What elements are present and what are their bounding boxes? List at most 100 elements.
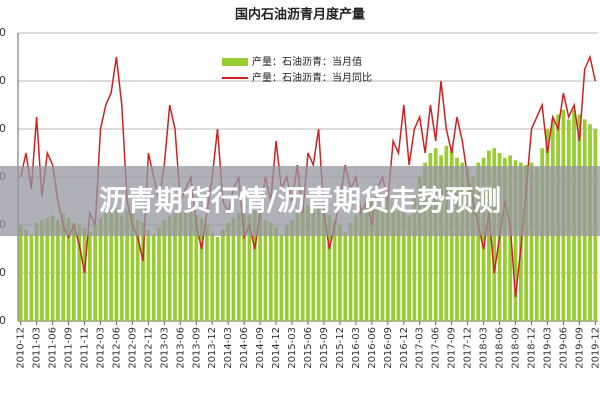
bar <box>199 217 204 321</box>
bar <box>354 215 358 321</box>
bar <box>263 220 268 321</box>
bar <box>24 229 28 321</box>
bar <box>119 215 124 321</box>
x-tick-label: 2015-09 <box>319 327 330 369</box>
bar <box>311 210 316 321</box>
x-tick-label: 2017-12 <box>463 327 474 369</box>
bar <box>141 222 145 321</box>
x-tick-label: 2013-09 <box>191 327 202 369</box>
x-tick-label: 2012-03 <box>95 327 106 369</box>
bar <box>332 220 337 321</box>
x-tick-label: 2017-09 <box>447 327 458 369</box>
bar <box>146 229 151 321</box>
bar <box>348 222 353 321</box>
x-tick-label: 2013-03 <box>159 327 170 369</box>
bar <box>18 225 23 321</box>
bar <box>423 162 427 321</box>
y-tick-label: 400 <box>0 122 6 135</box>
bar <box>205 225 209 321</box>
bar <box>455 157 459 321</box>
bar <box>391 205 395 321</box>
bar <box>72 222 76 321</box>
bar <box>66 217 71 321</box>
bar <box>183 213 188 321</box>
bar <box>364 203 369 321</box>
bar <box>125 210 129 321</box>
bar <box>247 215 252 321</box>
bar <box>56 220 60 321</box>
bar <box>103 213 108 321</box>
bar <box>130 213 135 321</box>
bar <box>481 157 486 321</box>
legend-label: 产量：石油沥青：当月同比 <box>252 71 372 84</box>
bar <box>215 237 220 321</box>
x-tick-label: 2012-12 <box>143 327 154 369</box>
bar <box>252 210 257 321</box>
x-tick-label: 2016-06 <box>367 327 378 369</box>
bar <box>93 225 98 321</box>
bar <box>221 229 225 321</box>
bar <box>306 205 310 321</box>
bar <box>428 153 433 321</box>
x-tick-label: 2019-06 <box>558 327 569 369</box>
x-tick-label: 2013-12 <box>207 327 218 369</box>
x-tick-label: 2017-06 <box>431 327 442 369</box>
bar <box>151 234 156 321</box>
bar <box>50 215 55 321</box>
bar <box>178 210 183 321</box>
x-tick-label: 2018-03 <box>479 327 490 369</box>
banner-text: 沥青期货行情/沥青期货走势预测 <box>99 184 501 217</box>
x-tick-label: 2018-12 <box>526 327 537 369</box>
bar <box>189 208 193 321</box>
bar <box>77 225 82 321</box>
bar <box>439 155 443 321</box>
bar <box>524 165 529 321</box>
bar <box>109 210 113 321</box>
bar <box>173 213 177 321</box>
bar <box>508 155 513 321</box>
y-tick-label: 500 <box>0 74 6 87</box>
bar <box>407 215 411 321</box>
y-tick-label: 0 <box>0 314 6 327</box>
bar <box>327 215 332 321</box>
x-tick-label: 2011-03 <box>32 327 43 369</box>
bar <box>242 210 247 321</box>
bar <box>359 208 364 321</box>
x-tick-label: 2011-12 <box>80 327 91 369</box>
bar <box>534 167 539 321</box>
bar <box>300 208 305 321</box>
bar <box>162 220 167 321</box>
y-tick-label: 100 <box>0 266 6 279</box>
line <box>19 54 597 298</box>
bar <box>503 157 507 321</box>
x-tick-label: 2018-09 <box>511 327 522 369</box>
bar <box>343 232 348 321</box>
y-tick-label: 600 <box>0 26 6 39</box>
x-tick-label: 2014-03 <box>223 327 234 369</box>
x-tick-label: 2011-06 <box>48 327 59 369</box>
bar <box>380 198 385 321</box>
bar <box>167 215 172 321</box>
bar <box>375 205 380 321</box>
x-tick-label: 2014-09 <box>255 327 266 369</box>
bar <box>34 222 39 321</box>
bar <box>29 234 34 321</box>
x-tick-label: 2015-03 <box>287 327 298 369</box>
bar <box>279 234 284 321</box>
bar <box>412 196 417 321</box>
banner <box>0 166 600 236</box>
bar <box>258 213 262 321</box>
bar <box>268 222 273 321</box>
bar <box>338 225 342 321</box>
bar <box>231 217 236 321</box>
bar <box>226 222 231 321</box>
bar <box>401 210 406 321</box>
bar <box>87 232 92 321</box>
x-tick-label: 2019-03 <box>542 327 553 369</box>
x-tick-label: 2016-03 <box>351 327 362 369</box>
bar <box>61 213 66 321</box>
x-tick-label: 2016-12 <box>399 327 410 369</box>
bar <box>369 201 374 321</box>
bar <box>476 162 481 321</box>
bar <box>385 201 390 321</box>
